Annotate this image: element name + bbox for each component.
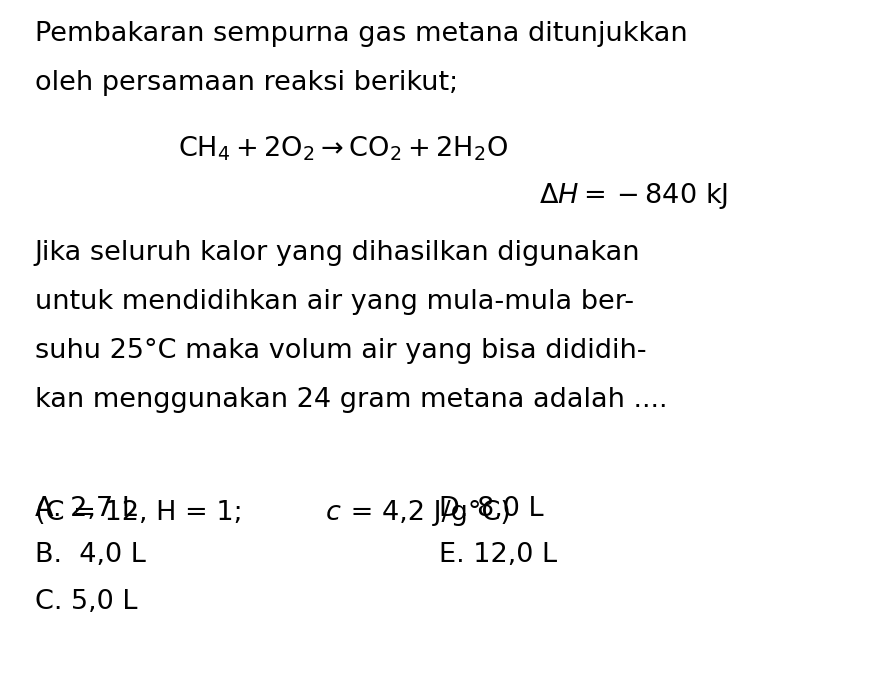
Text: C. 5,0 L: C. 5,0 L: [34, 589, 137, 615]
Text: oleh persamaan reaksi berikut;: oleh persamaan reaksi berikut;: [34, 70, 457, 96]
Text: = 4,2 J/g°C): = 4,2 J/g°C): [341, 501, 510, 527]
Text: Jika seluruh kalor yang dihasilkan digunakan: Jika seluruh kalor yang dihasilkan digun…: [34, 240, 639, 266]
Text: D. 8,0 L: D. 8,0 L: [438, 496, 543, 522]
Text: (C = 12, H = 1;: (C = 12, H = 1;: [34, 501, 251, 527]
Text: Pembakaran sempurna gas metana ditunjukkan: Pembakaran sempurna gas metana ditunjukk…: [34, 21, 687, 47]
Text: B.  4,0 L: B. 4,0 L: [34, 542, 146, 568]
Text: A. 2,7 L: A. 2,7 L: [34, 496, 137, 522]
Text: $\Delta H = -840\ \mathrm{kJ}$: $\Delta H = -840\ \mathrm{kJ}$: [538, 181, 727, 211]
Text: E. 12,0 L: E. 12,0 L: [438, 542, 557, 568]
Text: suhu 25°C maka volum air yang bisa dididih-: suhu 25°C maka volum air yang bisa didid…: [34, 338, 645, 364]
Text: c: c: [325, 501, 340, 527]
Text: $\mathrm{CH_4 + 2O_2 \rightarrow CO_2 + 2H_2O}$: $\mathrm{CH_4 + 2O_2 \rightarrow CO_2 + …: [178, 134, 508, 162]
Text: kan menggunakan 24 gram metana adalah ....: kan menggunakan 24 gram metana adalah ..…: [34, 387, 667, 413]
Text: untuk mendidihkan air yang mula-mula ber-: untuk mendidihkan air yang mula-mula ber…: [34, 289, 633, 315]
